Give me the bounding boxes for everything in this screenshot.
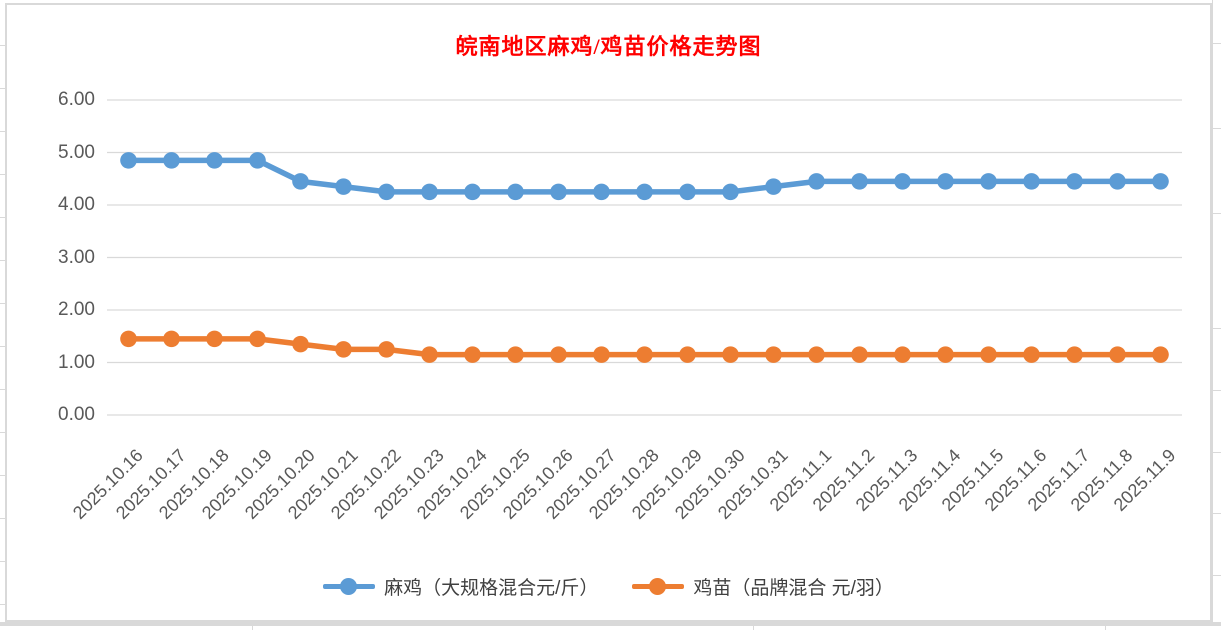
sheet-gridline-tick [0,88,5,89]
sheet-gridline-tick [0,561,5,562]
data-point-marker [851,346,868,363]
legend-item-chick[interactable]: 鸡苗（品牌混合 元/羽） [632,573,894,600]
data-point-marker [636,183,653,201]
data-point-marker [722,183,739,201]
sheet-gridline-tick [753,626,754,630]
data-point-marker [894,173,911,190]
data-point-marker [163,152,180,169]
data-point-marker [808,346,825,363]
sheet-gridline-tick [1105,626,1106,630]
data-point-marker [980,173,997,190]
y-axis-tick-label: 1.00 [58,351,95,373]
data-point-marker [894,346,911,363]
data-point-marker [550,346,567,363]
data-point-marker [808,173,825,190]
sheet-gridline-tick [0,260,5,261]
sheet-gridline-tick [0,389,5,390]
data-point-marker [1023,173,1040,190]
sheet-gridline-tick [1213,513,1221,514]
line-marker-icon [632,578,685,595]
data-point-marker [335,341,352,358]
sheet-gridline-tick [0,622,1221,626]
data-point-marker [550,183,567,201]
legend-item-machicken[interactable]: 麻鸡（大规格混合元/斤） [323,573,598,600]
y-axis-tick-label: 4.00 [58,194,95,215]
data-point-marker [464,346,481,363]
legend-dot-icon [340,578,358,595]
data-point-marker [464,183,481,201]
sheet-gridline-tick [252,626,253,630]
plot-area [107,99,1182,416]
y-axis-tick-label: 6.00 [58,89,95,110]
sheet-gridline-tick [1213,128,1221,129]
data-point-marker [765,178,782,195]
y-axis-tick-label: 0.00 [58,404,95,425]
sheet-gridline-tick [0,217,5,218]
data-point-marker [1023,346,1040,363]
data-point-marker [980,346,997,363]
price-trend-chart[interactable]: 皖南地区麻鸡/鸡苗价格走势图 6.00 5.00 4.00 3.00 2.00 1.00 0… [5,3,1212,622]
data-point-marker [1109,173,1126,190]
sheet-gridline-tick [0,475,5,476]
data-point-marker [1152,173,1169,190]
data-point-marker [593,183,610,201]
data-point-marker [421,183,438,201]
sheet-gridline-tick [0,518,5,519]
data-point-marker [1066,173,1083,190]
data-point-marker [206,330,223,348]
legend-label-chick: 鸡苗（品牌混合 元/羽） [693,578,894,599]
data-point-marker [1066,346,1083,363]
data-point-marker [421,346,438,363]
data-point-marker [335,178,352,195]
sheet-gridline-tick [0,604,5,605]
legend: 麻鸡（大规格混合元/斤） 鸡苗（品牌混合 元/羽） [7,573,1210,600]
y-axis-tick-label: 2.00 [58,299,95,320]
data-point-marker [679,183,696,201]
sheet-gridline-tick [1213,213,1221,214]
data-point-marker [593,346,610,363]
data-point-marker [249,330,266,348]
data-point-marker [636,346,653,363]
data-point-marker [507,183,524,201]
legend-label-machicken: 麻鸡（大规格混合元/斤） [384,578,599,599]
sheet-gridline-tick [0,45,5,46]
data-point-marker [722,346,739,363]
chart-title: 皖南地区麻鸡/鸡苗价格走势图 [455,34,762,59]
legend-dot-icon [649,578,667,595]
data-point-marker [120,152,137,169]
sheet-gridline-tick [1213,452,1221,453]
data-point-marker [206,152,223,169]
sheet-gridline-tick [0,131,5,132]
data-point-marker [1109,346,1126,363]
sheet-gridline-tick [1213,328,1221,329]
data-point-marker [163,330,180,348]
data-point-marker [937,346,954,363]
data-point-marker [1152,346,1169,363]
sheet-gridline-tick [0,432,5,433]
data-point-marker [292,335,309,353]
data-point-marker [937,173,954,190]
y-axis-tick-label: 5.00 [58,141,95,163]
data-point-marker [679,346,696,363]
sheet-gridline-tick [1213,43,1221,44]
data-point-marker [507,346,524,363]
data-point-marker [378,183,395,201]
y-axis-tick-label: 3.00 [58,246,95,268]
line-marker-icon [323,578,376,595]
sheet-gridline-tick [1213,575,1221,576]
sheet-gridline-tick [0,174,5,175]
data-point-marker [378,341,395,358]
sheet-gridline-tick [1212,0,1213,622]
data-point-marker [292,173,309,190]
data-point-marker [851,173,868,190]
data-point-marker [120,330,137,348]
sheet-gridline-tick [1213,390,1221,391]
data-point-marker [765,346,782,363]
sheet-gridline-tick [0,346,5,347]
data-point-marker [249,152,266,169]
sheet-gridline-tick [0,303,5,304]
